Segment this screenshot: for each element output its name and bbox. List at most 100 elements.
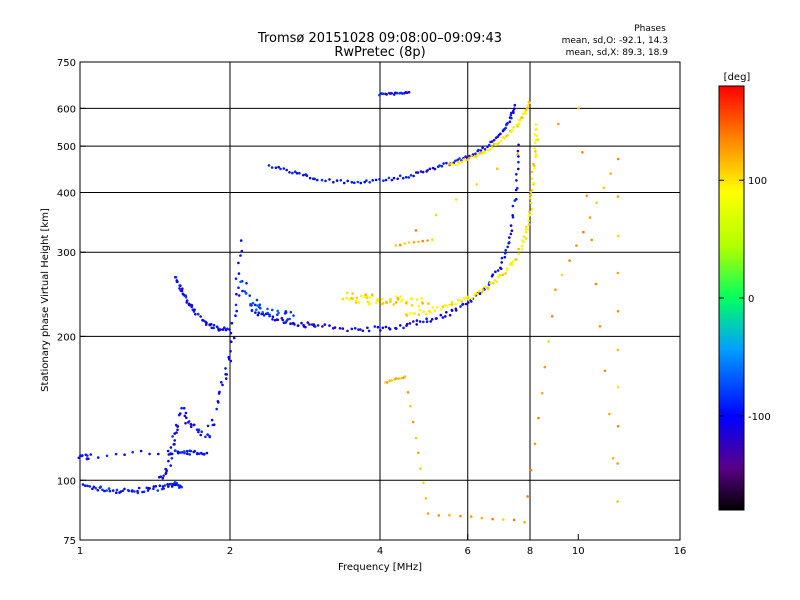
data-point [560, 273, 564, 277]
data-point [417, 240, 420, 244]
data-point [215, 325, 219, 329]
data-point [550, 315, 554, 318]
data-point [81, 454, 84, 457]
data-point [414, 436, 418, 440]
data-point [511, 260, 515, 263]
data-point [537, 416, 540, 420]
data-point [421, 239, 425, 243]
data-point [431, 238, 434, 241]
data-point [183, 451, 186, 455]
data-point [454, 163, 458, 167]
data-point [427, 302, 430, 305]
data-point [360, 294, 363, 298]
data-point [465, 296, 468, 300]
data-point [480, 290, 484, 294]
data-point [161, 485, 165, 488]
data-point [431, 306, 435, 309]
colorbar-tick-label: 100 [748, 176, 767, 187]
data-point [224, 377, 228, 380]
data-point [598, 325, 602, 328]
data-point [523, 520, 526, 524]
data-point [271, 315, 275, 319]
data-point [594, 282, 598, 286]
data-point [184, 295, 188, 299]
data-point [395, 295, 398, 298]
data-point [200, 430, 203, 434]
data-point [137, 486, 141, 490]
data-point [503, 255, 507, 259]
data-point [616, 157, 620, 161]
data-point [354, 299, 358, 303]
data-point [489, 281, 492, 285]
data-point [208, 434, 211, 438]
data-point [384, 325, 388, 329]
colorbar-tick-label: 0 [748, 294, 754, 305]
data-point [365, 295, 369, 298]
data-point [413, 312, 416, 315]
data-point [458, 162, 461, 165]
data-point [412, 174, 415, 178]
data-point [515, 258, 518, 261]
data-point [206, 433, 209, 436]
y-tick-label: 600 [57, 104, 76, 115]
data-point [516, 153, 519, 156]
data-point [502, 518, 505, 521]
data-point [401, 92, 404, 95]
y-tick-label: 400 [57, 188, 76, 199]
data-point [508, 241, 511, 244]
data-point [328, 324, 331, 327]
data-point [534, 155, 537, 158]
data-point [86, 454, 89, 457]
data-point [376, 299, 379, 302]
data-point [448, 513, 451, 517]
data-point [415, 323, 419, 326]
data-point [229, 359, 233, 363]
data-point [159, 475, 163, 479]
data-point [444, 304, 448, 308]
data-point [253, 303, 257, 307]
data-point [293, 323, 296, 326]
data-point [506, 134, 509, 137]
data-point [237, 294, 241, 297]
data-point [398, 243, 402, 247]
data-point [510, 229, 514, 232]
data-point [262, 314, 266, 317]
data-point [499, 132, 502, 136]
data-point [515, 173, 518, 176]
data-point [503, 252, 507, 255]
data-point [131, 489, 134, 492]
data-point [407, 176, 411, 179]
data-point [323, 323, 327, 326]
data-point [182, 406, 186, 410]
data-point [445, 161, 448, 165]
data-point [368, 181, 372, 184]
data-point [320, 178, 324, 182]
data-point [603, 369, 607, 373]
data-point [445, 311, 448, 314]
data-point [416, 171, 420, 174]
colorbar-unit: [deg] [724, 72, 751, 83]
data-point [308, 323, 311, 326]
data-point [324, 179, 327, 183]
data-point [425, 320, 429, 323]
data-point [476, 292, 479, 296]
data-point [241, 289, 244, 293]
data-point [298, 171, 301, 175]
data-point [411, 420, 415, 424]
data-point [223, 326, 226, 330]
data-point [288, 171, 291, 174]
x-tick-label: 1 [77, 546, 83, 557]
data-point [585, 194, 589, 197]
data-point [520, 244, 524, 248]
data-point [499, 267, 503, 271]
data-point [480, 151, 483, 154]
data-point [444, 315, 447, 318]
data-point [212, 326, 215, 330]
data-point [417, 304, 421, 308]
data-point [157, 452, 160, 456]
data-point [415, 319, 419, 322]
data-point [166, 483, 169, 486]
x-tick-label: 6 [465, 546, 471, 557]
data-point [505, 268, 509, 272]
data-point [454, 309, 458, 312]
